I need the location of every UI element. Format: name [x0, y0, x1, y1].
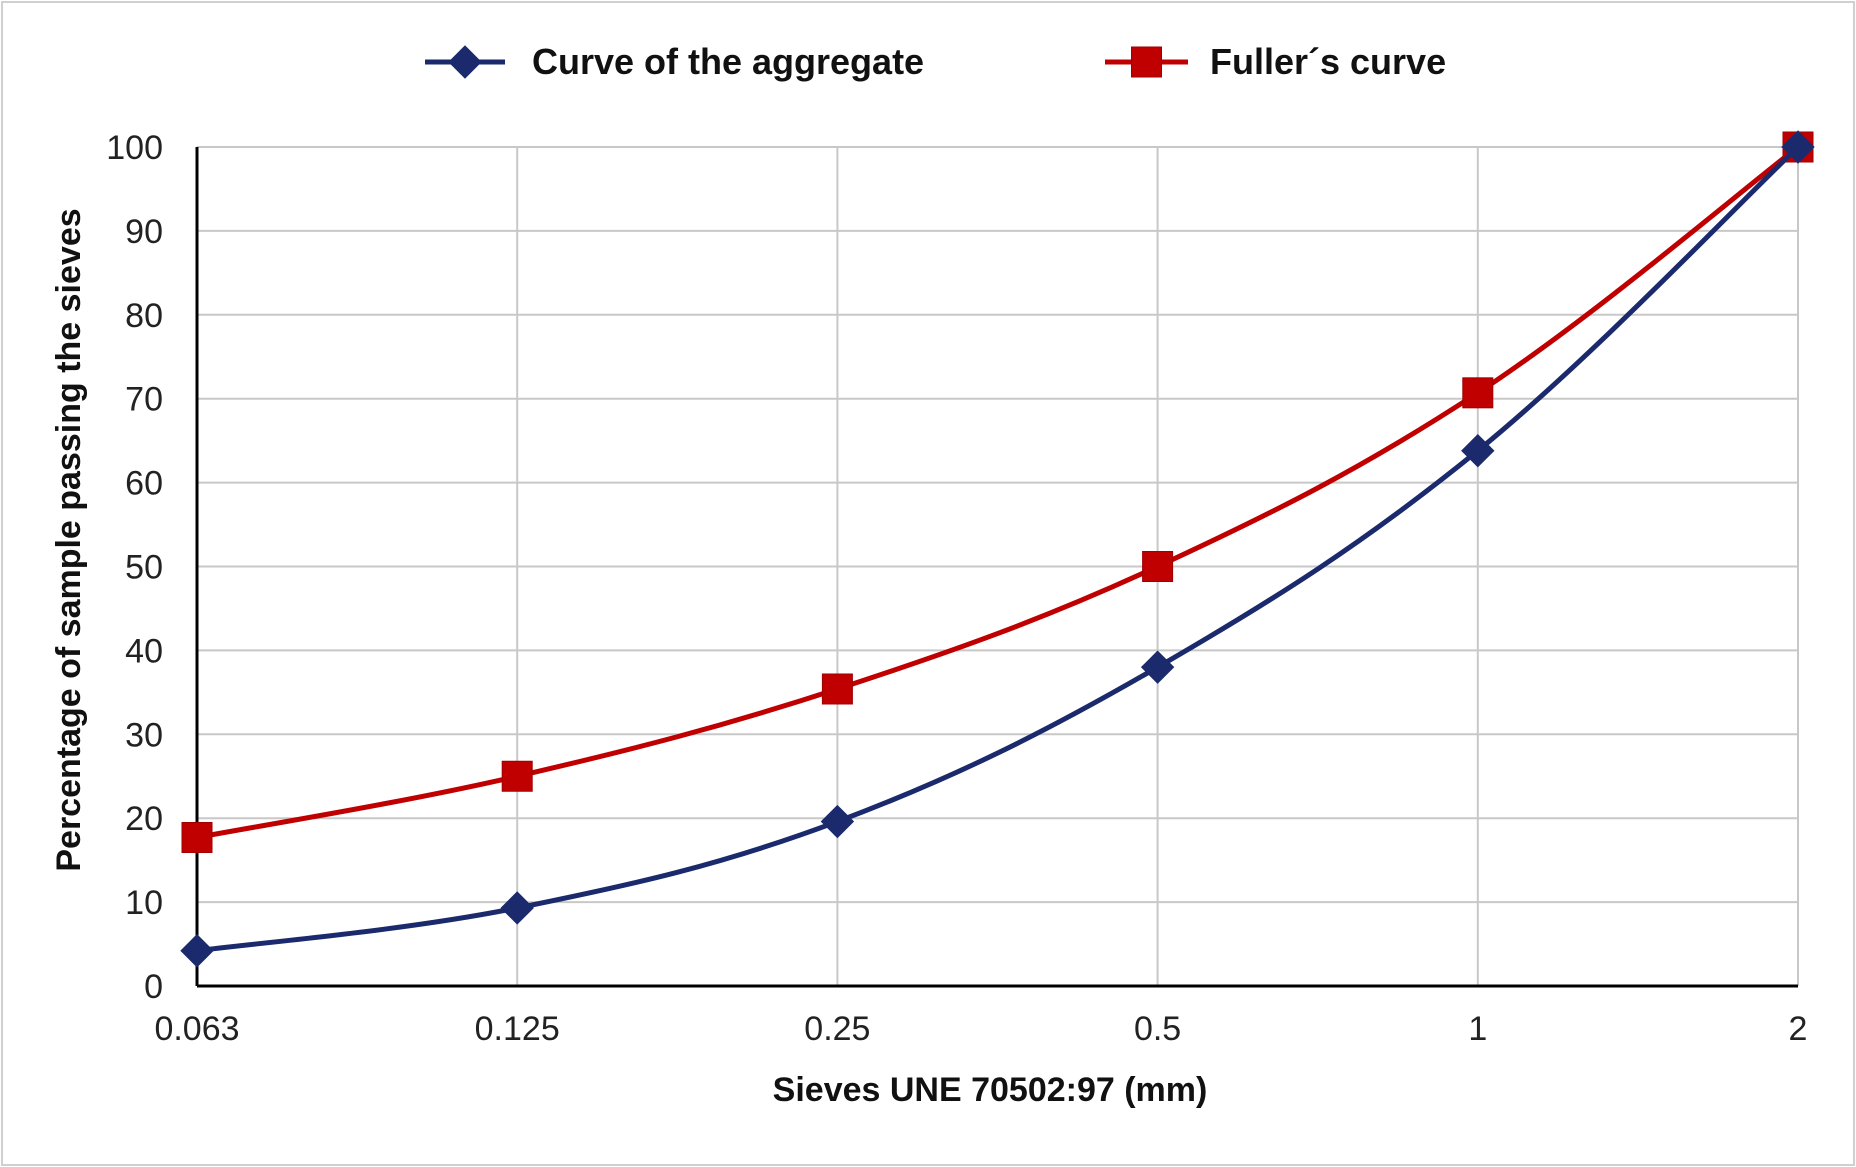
- y-tick-label: 30: [125, 716, 163, 754]
- legend-square-icon: [1131, 46, 1162, 78]
- legend: Curve of the aggregate Fuller´s curve: [425, 41, 1446, 82]
- x-tick-label: 0.063: [154, 1010, 239, 1048]
- diamond-point: [820, 804, 855, 839]
- y-axis-title: Percentage of sample passing the sieves: [50, 208, 88, 871]
- x-tick-label: 0.5: [1134, 1010, 1181, 1048]
- y-tick-label: 100: [106, 129, 163, 167]
- y-tick-label: 50: [125, 549, 163, 587]
- y-tick-label: 70: [125, 381, 163, 419]
- y-tick-label: 40: [125, 632, 163, 670]
- y-tick-label: 90: [125, 213, 163, 251]
- y-tick-label: 20: [125, 800, 163, 838]
- legend-label: Curve of the aggregate: [532, 41, 924, 82]
- series-aggregate: [180, 130, 1815, 968]
- diamond-point: [1461, 434, 1495, 468]
- series-line: [194, 144, 1801, 954]
- square-point: [1142, 551, 1174, 582]
- series-line: [194, 144, 1801, 840]
- diamond-point: [1140, 650, 1175, 684]
- x-axis-title: Sieves UNE 70502:97 (mm): [773, 1071, 1208, 1109]
- square-point: [501, 760, 533, 792]
- legend-label: Fuller´s curve: [1210, 41, 1446, 82]
- legend-diamond-icon: [448, 45, 482, 79]
- y-tick-label: 0: [144, 968, 163, 1006]
- x-tick-label: 1: [1468, 1010, 1487, 1048]
- diamond-point: [500, 891, 534, 925]
- y-tick-label: 60: [125, 465, 163, 503]
- x-tick-label: 0.25: [804, 1010, 870, 1048]
- x-tick-label: 0.125: [475, 1010, 560, 1048]
- legend-item: Curve of the aggregate: [425, 41, 924, 82]
- square-point: [1462, 377, 1494, 409]
- square-point: [181, 821, 213, 853]
- series-group: [180, 130, 1815, 968]
- y-tick-label: 80: [125, 297, 163, 335]
- diamond-point: [180, 934, 214, 968]
- y-tick-label: 10: [125, 884, 163, 922]
- x-tick-label: 2: [1789, 1010, 1808, 1048]
- legend-item: Fuller´s curve: [1105, 41, 1446, 82]
- diamond-point: [1781, 130, 1815, 164]
- axes: 0 10 20 30 40 50 60 70 80 90 100 0.063 0.125 0.25 0.5 1…: [106, 129, 1807, 1048]
- square-point: [821, 673, 853, 705]
